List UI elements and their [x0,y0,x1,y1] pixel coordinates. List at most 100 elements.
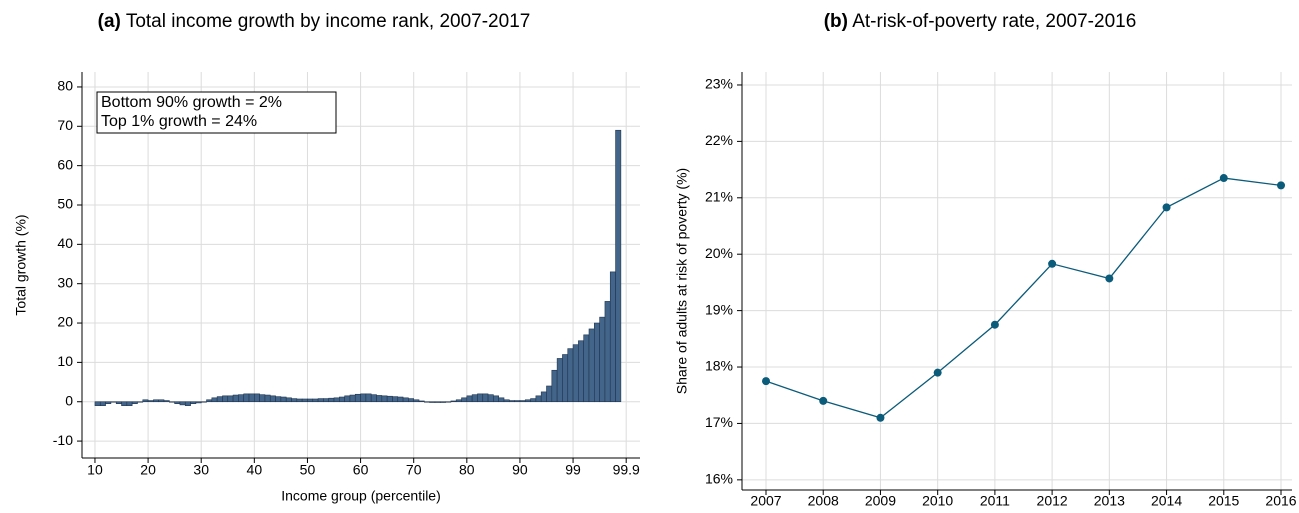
x-tick-label: 80 [459,462,475,478]
x-axis-label: Income group (percentile) [281,488,441,504]
bar [264,394,271,403]
bar [190,401,197,405]
bar [503,399,510,403]
bar [562,354,569,403]
y-tick-label: 10 [57,353,73,369]
bar [609,271,616,403]
x-tick-label: 30 [193,462,209,478]
bar [413,399,420,403]
y-tick-label: 40 [57,235,73,251]
bar [578,340,584,403]
bar [259,394,266,403]
bar [424,401,430,403]
bar [450,400,457,403]
x-tick-label: 2016 [1265,493,1296,509]
x-tick-label: 99 [565,462,581,478]
bar [110,401,117,403]
y-axis-label: Total growth (%) [13,214,29,315]
bar [429,401,436,403]
bar [280,396,287,403]
point [1048,259,1057,268]
bar [386,395,393,403]
point [1277,181,1285,190]
bar [333,397,340,403]
bar [583,334,590,403]
bar [466,395,473,403]
bar [105,401,112,405]
y-tick-label: 23% [705,76,733,92]
annotation-box [96,91,337,134]
bar [551,369,558,403]
point [1162,203,1171,212]
bar [365,393,372,403]
bar [392,396,399,403]
bar [211,397,218,403]
bar [360,393,367,403]
x-tick-label: 2010 [922,493,953,509]
x-tick-label: 2012 [1037,493,1068,509]
bar [339,396,345,403]
x-tick-label: 20 [140,462,156,478]
point [762,377,770,386]
bar [604,301,611,403]
point [1219,174,1228,183]
x-tick-label: 2008 [808,493,839,509]
y-tick-label: 0 [65,392,73,408]
bar [131,401,138,405]
y-tick-label: 60 [57,156,73,172]
bar [254,393,260,403]
bar [509,400,515,403]
bar [471,394,478,403]
bar [461,397,468,403]
panel-label: (a) [98,11,121,32]
bar [285,397,292,403]
point [933,368,942,377]
bar [163,400,170,403]
point [990,320,999,329]
bar [615,129,622,403]
y-axis-label: Share of adults at risk of poverty (%) [674,168,690,394]
bar [248,393,255,403]
panel-label: (b) [824,11,848,32]
y-tick-label: 19% [705,301,733,317]
bar [195,401,202,404]
bar [408,398,414,403]
title-text: At-risk-of-poverty rate, 2007-2016 [852,11,1136,32]
bar [572,344,579,403]
y-tick-label: 70 [57,117,73,133]
y-tick-label: 30 [57,274,73,290]
x-tick-label: 40 [247,462,263,478]
bar [216,396,223,403]
x-tick-label: 2011 [980,493,1010,509]
bar [445,401,452,403]
bar [493,395,499,403]
bar [370,394,377,403]
x-tick-label: 99.9 [613,462,640,478]
x-tick-label: 10 [87,462,103,478]
bar [232,394,239,403]
bar [556,358,563,403]
bar [482,393,489,403]
bar [344,395,351,403]
bar [397,396,404,403]
x-tick-label: 50 [300,462,316,478]
annotation: Top 1% growth = 24% [101,113,257,130]
bar [153,399,160,403]
bar [227,395,234,403]
x-tick-label: 2007 [750,493,781,509]
bar [126,401,133,406]
bar [206,399,213,403]
bar [115,401,122,405]
bar [376,395,383,403]
y-tick-label: 17% [705,414,733,430]
bar [94,401,101,406]
x-tick-label: 2013 [1094,493,1125,509]
x-tick-label: 2009 [865,493,896,509]
x-tick-label: 90 [512,462,528,478]
bar [99,401,106,406]
bar [487,394,494,403]
bar [498,397,505,403]
bar [599,316,606,403]
bar [169,401,175,403]
